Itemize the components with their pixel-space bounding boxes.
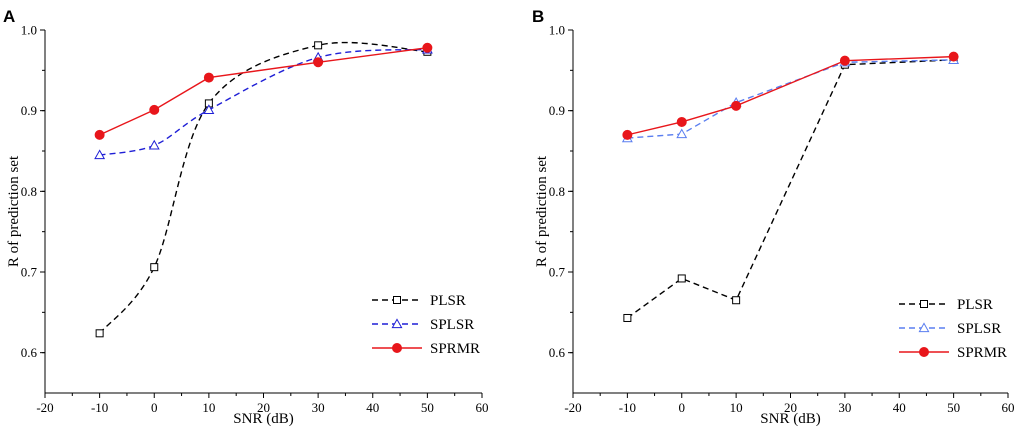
y-tick-label: 0.6 [21,345,38,360]
series-line [99,47,428,136]
y-tick-label: 0.7 [549,265,566,280]
data-point [948,51,959,62]
series-line [626,59,954,319]
series-sprmr [622,51,959,140]
x-tick-label: 20 [257,400,270,415]
legend-marker [392,343,402,353]
data-point [731,100,742,111]
y-tick-label: 1.0 [21,23,37,38]
panel-letter: B [532,7,544,26]
x-tick-label: 30 [312,400,325,415]
x-tick-label: 10 [730,400,743,415]
x-tick-label: 20 [784,400,797,415]
y-tick-label: 0.9 [21,103,37,118]
x-axis-title: SNR (dB) [760,411,820,427]
y-axis-title: R of prediction set [6,155,22,267]
y-tick-label: 0.8 [549,184,565,199]
y-tick-label: 0.6 [549,345,566,360]
y-tick-label: 0.8 [21,184,37,199]
y-axis-title: R of prediction set [534,155,550,267]
data-point [622,129,633,140]
legend-label: PLSR [957,297,993,313]
legend-label: PLSR [430,293,466,309]
legend-label: SPLSR [430,317,474,333]
data-point [149,104,160,115]
legend-marker [393,296,401,304]
legend: PLSR SPLSR SPRMR [899,297,1007,361]
legend-label: SPRMR [430,341,480,357]
x-tick-label: -10 [619,400,636,415]
y-tick-label: 0.9 [549,103,565,118]
x-tick-label: 50 [947,400,960,415]
x-tick-label: -10 [91,400,108,415]
data-point [676,116,687,127]
x-tick-label: -20 [564,400,581,415]
x-tick-label: 10 [202,400,215,415]
series-splsr [621,54,960,143]
x-tick-label: 40 [366,400,379,415]
panel-letter: A [3,7,15,26]
data-point [839,55,850,66]
x-tick-label: 30 [838,400,851,415]
series-line [99,48,428,156]
data-point [203,72,214,83]
data-point [732,296,741,305]
data-point [676,128,688,139]
data-point [148,139,160,150]
x-tick-label: 40 [893,400,906,415]
data-point [677,274,686,283]
series-line [627,59,954,139]
x-tick-label: -20 [36,400,53,415]
x-axis-title: SNR (dB) [233,411,293,427]
data-point [94,149,106,160]
series-line [99,41,428,334]
legend-label: SPLSR [957,321,1001,337]
data-point [150,263,159,272]
y-tick-label: 0.7 [21,265,38,280]
data-point [623,313,632,322]
series-plsr [623,55,958,322]
legend-marker [919,347,929,357]
chart-panel-a: A -20 -10 0 10 20 30 40 50 60 0.6 0.7 0.8 0.9 1.0 SNR (… [3,7,489,427]
series-splsr [94,43,433,160]
data-point [203,104,215,114]
data-point [313,57,324,68]
data-point [95,329,104,338]
x-tick-label: 60 [476,400,489,415]
x-tick-label: 0 [679,400,686,415]
x-tick-label: 60 [1002,400,1015,415]
legend: PLSR SPLSR SPRMR [372,293,480,357]
data-point [94,129,105,140]
x-tick-label: 0 [151,400,158,415]
legend-label: SPRMR [957,345,1007,361]
series-sprmr [94,42,433,140]
legend-marker [918,322,930,333]
data-point [422,42,433,53]
series-line [627,55,954,136]
legend-marker [920,300,928,308]
series-plsr [95,41,432,338]
y-tick-label: 1.0 [549,23,565,38]
x-tick-label: 50 [421,400,434,415]
legend-marker [391,318,403,329]
chart-panel-b: B -20 -10 0 10 20 30 40 50 60 0.6 0.7 0.8 0.9 1.0 SNR (… [532,7,1015,427]
data-point [314,41,323,50]
